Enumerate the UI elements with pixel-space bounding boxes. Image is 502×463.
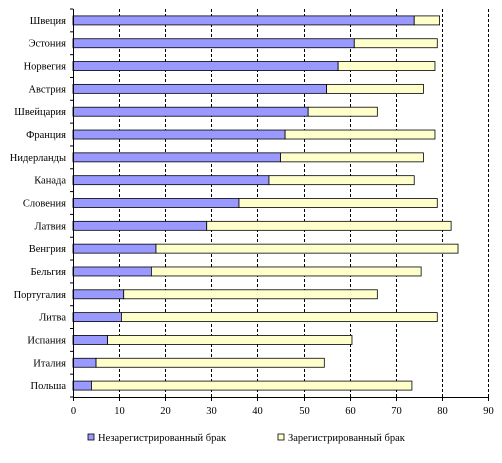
category-label: Венгрия [29, 244, 66, 255]
axes [70, 8, 489, 401]
bar-unregistered [72, 243, 157, 254]
legend-label: Незарегистрированный брак [98, 433, 227, 444]
bar-registered [155, 243, 459, 254]
category-label: Бельгия [31, 267, 67, 278]
x-tick-label: 90 [483, 406, 494, 417]
bar-registered [268, 175, 415, 186]
category-label: Латвия [34, 221, 66, 232]
bar-registered [150, 266, 422, 277]
x-tick-label: 0 [71, 406, 76, 417]
bar-unregistered [72, 198, 240, 208]
legend: Незарегистрированный брак Зарегистрирован… [87, 433, 406, 444]
category-label: Швеция [30, 16, 66, 27]
bar-unregistered [72, 38, 355, 49]
bar-unregistered [72, 312, 122, 323]
bar-unregistered [72, 220, 208, 231]
bar-unregistered [72, 15, 415, 26]
bar-unregistered [72, 152, 281, 163]
category-label: Канада [34, 176, 66, 187]
bar-registered [121, 312, 438, 323]
x-tick-label: 20 [160, 406, 171, 417]
category-label: Швейцария [14, 107, 66, 118]
category-label: Словения [23, 199, 66, 210]
bar-registered [307, 106, 378, 117]
bar-registered [123, 289, 378, 300]
bar-registered [91, 380, 413, 391]
category-label: Норвегия [24, 62, 67, 73]
bar-registered [95, 357, 325, 368]
bar-registered [238, 198, 438, 208]
category-label: Испания [27, 335, 66, 346]
category-label: Эстония [29, 39, 67, 50]
legend-label: Зарегистрированный брак [288, 433, 406, 444]
bar-unregistered [72, 266, 152, 277]
x-tick-label: 80 [437, 406, 448, 417]
bar-registered [353, 38, 438, 49]
bar-registered [280, 152, 424, 163]
x-tick-label: 10 [114, 406, 125, 417]
bar-registered [284, 129, 436, 140]
bar-unregistered [72, 289, 125, 300]
category-label: Франция [26, 130, 66, 141]
bar-unregistered [72, 335, 108, 345]
x-tick-label: 50 [299, 406, 310, 417]
bar-registered [206, 220, 452, 231]
bar-unregistered [72, 83, 328, 94]
category-labels: Швеция Эстония Норвегия Австрия Швейцария Фра… [10, 16, 67, 392]
x-tick-label: 30 [206, 406, 217, 417]
bar-registered [107, 335, 353, 345]
legend-swatch [87, 433, 95, 441]
category-label: Польша [31, 381, 67, 392]
bar-registered [413, 15, 440, 26]
bar-registered [326, 83, 424, 94]
bar-unregistered [72, 129, 286, 140]
bars [72, 15, 459, 391]
x-tick-labels: 0 10 20 30 40 50 60 70 80 90 [71, 406, 494, 417]
bar-unregistered [72, 106, 309, 117]
bar-registered [337, 61, 436, 71]
x-tick-label: 60 [345, 406, 356, 417]
category-label: Нидерланды [10, 153, 66, 164]
bar-unregistered [72, 380, 92, 391]
x-tick-label: 40 [252, 406, 263, 417]
bar-unregistered [72, 357, 97, 368]
category-label: Австрия [28, 84, 66, 95]
category-label: Португалия [14, 290, 67, 301]
bar-unregistered [72, 175, 270, 186]
legend-swatch [277, 433, 285, 441]
category-label: Литва [39, 313, 66, 324]
category-label: Италия [33, 358, 66, 369]
x-tick-label: 70 [391, 406, 402, 417]
bar-unregistered [72, 61, 339, 71]
